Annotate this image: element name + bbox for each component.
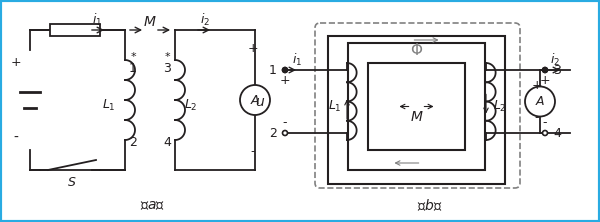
Text: $L_1$: $L_1$ (328, 99, 342, 114)
Bar (348, 43, 485, 170)
Text: $i_2$: $i_2$ (550, 52, 560, 68)
Text: 4: 4 (163, 135, 171, 149)
Text: $u$: $u$ (255, 95, 265, 109)
Circle shape (283, 67, 287, 73)
Text: +: + (248, 42, 259, 54)
Text: -: - (14, 131, 19, 145)
Text: 3: 3 (163, 61, 171, 75)
Circle shape (542, 67, 548, 73)
Text: 1: 1 (269, 63, 277, 77)
Text: -: - (543, 117, 547, 129)
Circle shape (542, 131, 548, 135)
Bar (368, 63, 465, 150)
Circle shape (283, 67, 287, 73)
Bar (328, 36, 505, 184)
Text: 2: 2 (129, 135, 137, 149)
Text: *: * (130, 52, 136, 62)
Text: S: S (68, 176, 76, 188)
Text: $L_2$: $L_2$ (184, 97, 198, 113)
Text: +: + (11, 56, 22, 69)
Text: 3: 3 (553, 63, 561, 77)
Text: $L_2$: $L_2$ (493, 99, 507, 114)
Text: +: + (280, 73, 290, 87)
Circle shape (240, 85, 270, 115)
Text: A: A (251, 93, 259, 107)
Text: $M$: $M$ (143, 15, 157, 29)
Text: $M$: $M$ (410, 109, 423, 123)
Text: 2: 2 (269, 127, 277, 139)
Text: $i_1$: $i_1$ (292, 52, 302, 68)
Text: $L_1$: $L_1$ (102, 97, 116, 113)
Circle shape (542, 67, 548, 73)
Text: 1: 1 (129, 61, 137, 75)
Text: 4: 4 (553, 127, 561, 139)
Text: +: + (539, 73, 550, 87)
Text: A: A (536, 95, 544, 108)
Text: -: - (535, 111, 539, 125)
Bar (50, 24, 100, 36)
Circle shape (283, 131, 287, 135)
Text: （$a$）: （$a$） (140, 198, 165, 212)
Text: -: - (251, 145, 255, 159)
Text: +: + (532, 79, 542, 91)
Text: -: - (283, 117, 287, 129)
Text: $i_2$: $i_2$ (200, 12, 210, 28)
Text: $\Phi$: $\Phi$ (410, 42, 423, 58)
Text: （$b$）: （$b$） (418, 197, 443, 213)
Text: $i_1$: $i_1$ (92, 12, 102, 28)
Circle shape (525, 87, 555, 117)
Text: *: * (164, 52, 170, 62)
